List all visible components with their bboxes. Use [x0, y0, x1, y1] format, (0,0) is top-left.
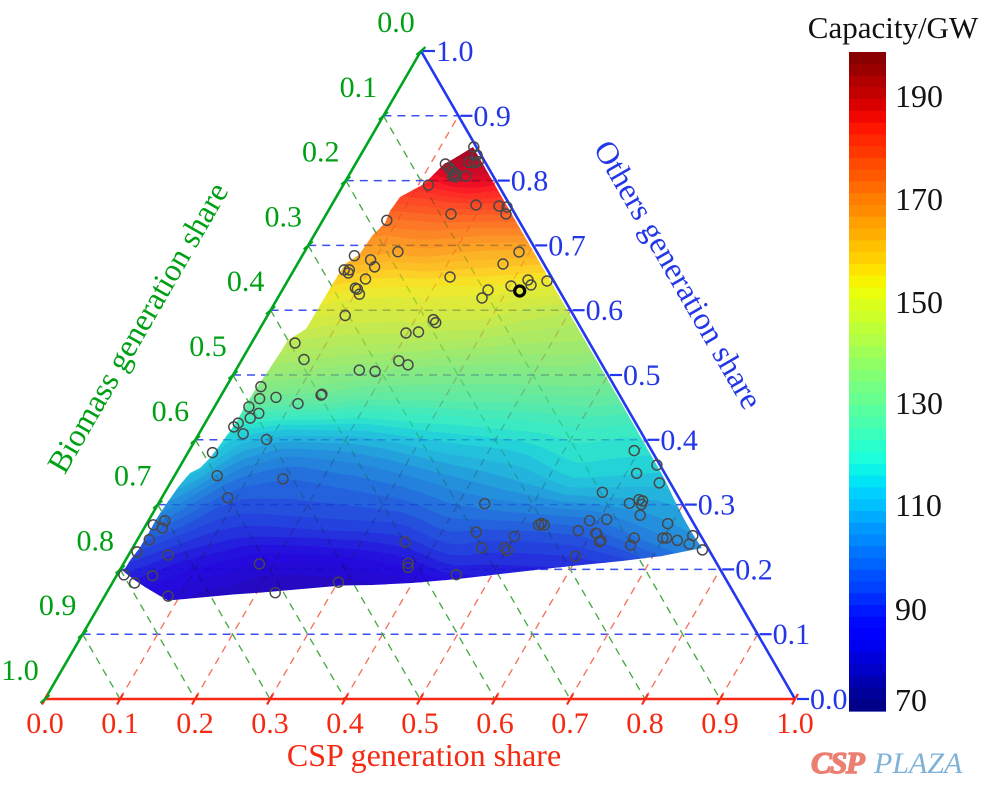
svg-text:CSP generation share: CSP generation share — [287, 737, 561, 773]
svg-text:0.1: 0.1 — [773, 618, 811, 651]
svg-text:0.8: 0.8 — [76, 524, 114, 557]
svg-text:0.5: 0.5 — [189, 330, 227, 363]
svg-text:0.6: 0.6 — [476, 707, 514, 740]
svg-text:0.2: 0.2 — [302, 136, 340, 169]
svg-text:CSP: CSP — [811, 745, 866, 780]
svg-text:PLAZA: PLAZA — [873, 747, 963, 780]
svg-text:70: 70 — [895, 682, 927, 718]
svg-text:0.9: 0.9 — [701, 707, 739, 740]
svg-text:0.7: 0.7 — [551, 707, 589, 740]
svg-text:0.3: 0.3 — [251, 707, 289, 740]
svg-text:90: 90 — [895, 591, 927, 627]
svg-text:0.3: 0.3 — [264, 200, 302, 233]
svg-text:130: 130 — [895, 385, 943, 421]
svg-text:0.4: 0.4 — [660, 424, 698, 457]
svg-text:110: 110 — [895, 487, 942, 523]
svg-text:0.4: 0.4 — [326, 707, 364, 740]
svg-text:190: 190 — [895, 78, 943, 114]
svg-text:0.1: 0.1 — [340, 71, 378, 104]
svg-text:0.7: 0.7 — [548, 229, 586, 262]
svg-text:0.8: 0.8 — [511, 165, 549, 198]
svg-text:1.0: 1.0 — [776, 707, 814, 740]
svg-text:0.3: 0.3 — [698, 489, 736, 522]
svg-text:150: 150 — [895, 284, 943, 320]
svg-text:0.9: 0.9 — [39, 589, 77, 622]
svg-text:0.0: 0.0 — [26, 707, 64, 740]
svg-text:0.7: 0.7 — [114, 460, 152, 493]
svg-text:170: 170 — [895, 181, 943, 217]
svg-text:0.4: 0.4 — [227, 265, 265, 298]
svg-text:1.0: 1.0 — [1, 654, 39, 687]
svg-text:0.5: 0.5 — [401, 707, 439, 740]
svg-text:0.9: 0.9 — [473, 100, 511, 133]
svg-text:0.6: 0.6 — [586, 294, 624, 327]
svg-text:0.0: 0.0 — [810, 683, 848, 716]
svg-text:1.0: 1.0 — [436, 35, 474, 68]
svg-text:0.0: 0.0 — [377, 6, 415, 39]
svg-text:0.6: 0.6 — [152, 395, 190, 428]
svg-text:0.5: 0.5 — [623, 359, 661, 392]
svg-text:Capacity/GW: Capacity/GW — [808, 10, 979, 45]
svg-text:0.2: 0.2 — [735, 553, 773, 586]
svg-text:0.1: 0.1 — [101, 707, 139, 740]
svg-text:0.8: 0.8 — [626, 707, 664, 740]
svg-text:0.2: 0.2 — [176, 707, 214, 740]
